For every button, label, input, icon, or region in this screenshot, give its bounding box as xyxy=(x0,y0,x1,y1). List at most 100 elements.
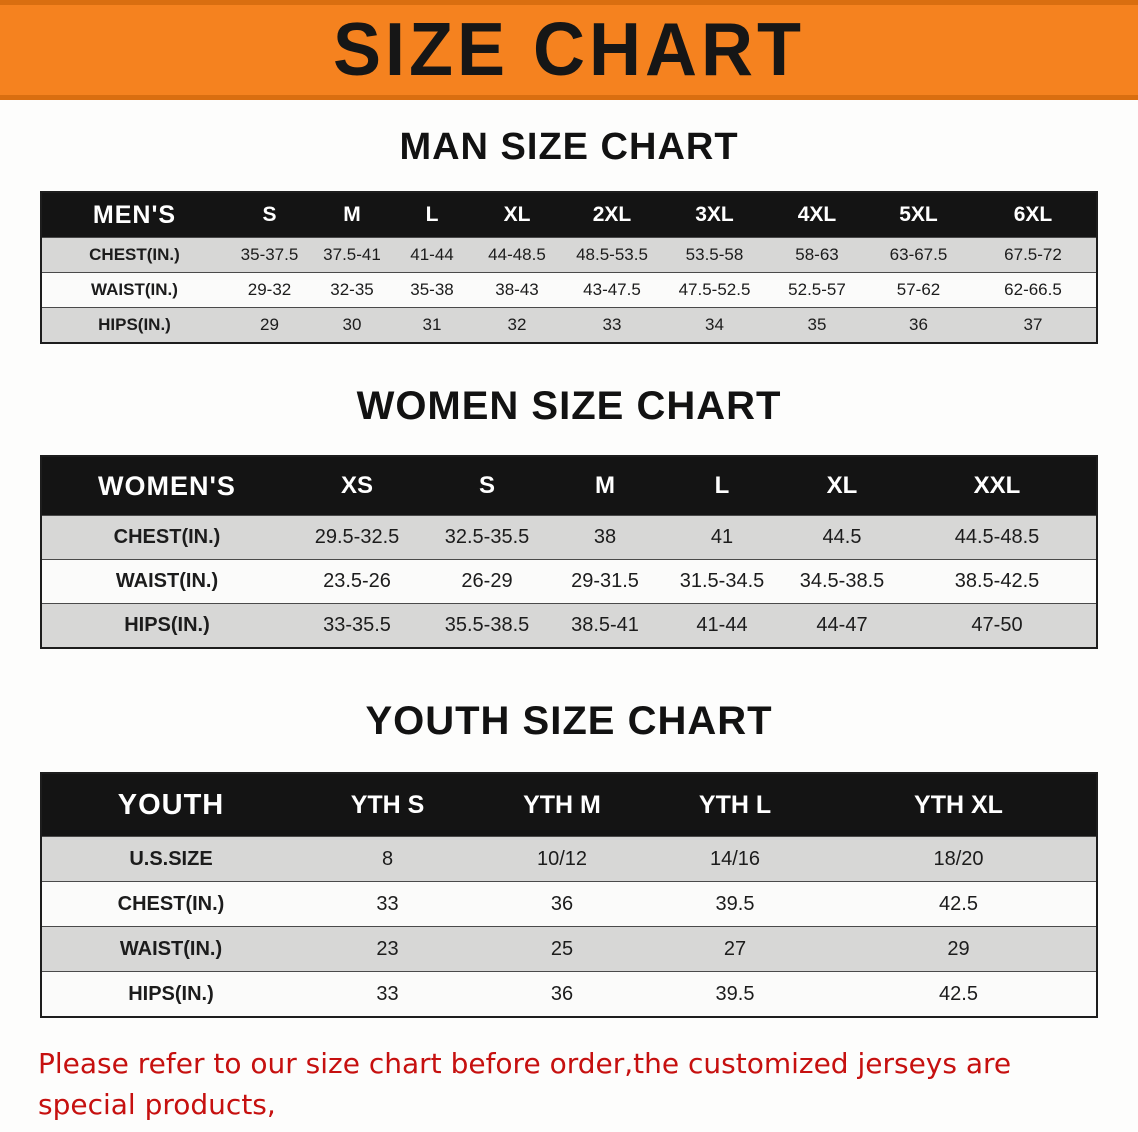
row-label: HIPS(IN.) xyxy=(124,614,210,636)
row-value: 38-43 xyxy=(495,280,539,299)
row-value: 34.5-38.5 xyxy=(799,570,885,592)
row-label: WAIST(IN.) xyxy=(115,570,219,592)
women-table-row: HIPS(IN.) 33-35.5 35.5-38.5 38.5-41 41-44 44-… xyxy=(42,603,1096,647)
row-value: 30 xyxy=(342,315,362,334)
row-value: 33 xyxy=(376,892,399,915)
row-value: 48.5-53.5 xyxy=(576,245,648,264)
row-value: 67.5-72 xyxy=(1004,245,1062,264)
row-value: 32.5-35.5 xyxy=(444,526,530,548)
row-value: 35-37.5 xyxy=(240,245,299,264)
row-value: 34 xyxy=(705,315,724,334)
row-value: 36 xyxy=(909,315,928,334)
men-size-header: M xyxy=(343,203,361,226)
row-value: 10/12 xyxy=(536,847,588,870)
row-value: 25 xyxy=(550,937,574,960)
women-size-table: WOMEN'S XS S M L XL XXL CHEST(IN.) 29.5-32.5 32.5… xyxy=(40,455,1098,649)
women-size-header: XXL xyxy=(973,472,1021,499)
row-value: 52.5-57 xyxy=(788,280,846,299)
men-size-header: XL xyxy=(503,203,531,226)
row-label: WAIST(IN.) xyxy=(119,937,223,960)
youth-table-row: CHEST(IN.) 33 36 39.5 42.5 xyxy=(42,881,1096,926)
row-value: 37 xyxy=(1023,315,1043,334)
row-value: 35-38 xyxy=(410,280,454,299)
youth-size-header: YTH XL xyxy=(914,790,1003,819)
row-value: 36 xyxy=(550,982,574,1005)
youth-section-heading: YOUTH SIZE CHART xyxy=(365,699,773,743)
row-value: 29 xyxy=(260,315,279,334)
men-category-header: MEN'S xyxy=(92,200,177,229)
men-size-header: L xyxy=(425,203,439,226)
row-value: 27 xyxy=(723,937,747,960)
row-value: 44.5-48.5 xyxy=(954,526,1040,548)
row-value: 36 xyxy=(550,892,574,915)
banner: SIZE CHART xyxy=(0,0,1138,100)
youth-size-header: YTH M xyxy=(523,790,601,819)
youth-table-header: YOUTH YTH S YTH M YTH L YTH XL xyxy=(42,774,1096,836)
row-value: 29.5-32.5 xyxy=(314,526,400,548)
banner-title: SIZE CHART xyxy=(333,8,805,93)
man-section-heading: MAN SIZE CHART xyxy=(399,126,739,168)
women-size-header: XS xyxy=(340,472,373,499)
men-size-header: S xyxy=(262,203,277,226)
women-section-heading: WOMEN SIZE CHART xyxy=(356,384,782,428)
row-value: 57-62 xyxy=(896,280,941,299)
women-category-header: WOMEN'S xyxy=(98,470,236,501)
row-value: 47-50 xyxy=(971,614,1023,636)
men-size-header: 2XL xyxy=(592,203,632,226)
row-value: 41 xyxy=(710,526,734,548)
women-size-header: XL xyxy=(826,472,858,499)
row-value: 18/20 xyxy=(933,847,984,870)
men-size-header: 4XL xyxy=(797,203,837,226)
women-table-row: WAIST(IN.) 23.5-26 26-29 29-31.5 31.5-34.5 34… xyxy=(42,559,1096,603)
row-value: 29 xyxy=(947,937,970,960)
row-value: 62-66.5 xyxy=(1004,280,1062,299)
footer-note: Please refer to our size chart before or… xyxy=(38,1044,1100,1132)
row-value: 32-35 xyxy=(330,280,374,299)
row-label: HIPS(IN.) xyxy=(98,315,171,334)
youth-table-row: HIPS(IN.) 33 36 39.5 42.5 xyxy=(42,971,1096,1016)
row-value: 39.5 xyxy=(715,892,755,915)
row-label: WAIST(IN.) xyxy=(91,280,178,299)
row-value: 14/16 xyxy=(709,847,761,870)
women-size-header: M xyxy=(595,472,615,499)
women-table-header: WOMEN'S XS S M L XL XXL xyxy=(42,457,1096,515)
row-value: 63-67.5 xyxy=(889,245,948,264)
row-label: CHEST(IN.) xyxy=(117,892,225,915)
youth-category-header: YOUTH xyxy=(117,788,225,821)
row-value: 42.5 xyxy=(939,982,978,1005)
row-value: 38.5-41 xyxy=(571,614,639,636)
women-size-header: L xyxy=(714,472,730,499)
row-value: 41-44 xyxy=(410,245,454,264)
men-table-row: CHEST(IN.) 35-37.5 37.5-41 41-44 44-48.5 48.5… xyxy=(42,237,1096,272)
row-value: 31 xyxy=(422,315,442,334)
footer-note-line2: we don't accept cancel, change, teturn o… xyxy=(38,1125,1100,1132)
row-label: CHEST(IN.) xyxy=(89,245,180,264)
row-value: 41-44 xyxy=(696,614,748,636)
row-value: 31.5-34.5 xyxy=(679,570,765,592)
women-table-row: CHEST(IN.) 29.5-32.5 32.5-35.5 38 41 44.5 44.5… xyxy=(42,515,1096,559)
row-value: 35 xyxy=(807,315,827,334)
row-value: 8 xyxy=(381,847,394,870)
row-label: U.S.SIZE xyxy=(129,847,213,870)
men-size-header: 5XL xyxy=(899,203,938,226)
row-value: 33-35.5 xyxy=(323,614,391,636)
men-table-row: WAIST(IN.) 29-32 32-35 35-38 38-43 43-47.5 47.… xyxy=(42,272,1096,307)
row-value: 23 xyxy=(376,937,399,960)
row-label: CHEST(IN.) xyxy=(113,526,221,548)
men-size-header: 3XL xyxy=(695,203,734,226)
row-value: 26-29 xyxy=(461,570,513,592)
row-label: HIPS(IN.) xyxy=(128,982,214,1005)
row-value: 53.5-58 xyxy=(685,245,744,264)
row-value: 44.5 xyxy=(822,526,862,548)
row-value: 47.5-52.5 xyxy=(678,280,751,299)
row-value: 42.5 xyxy=(939,892,978,915)
row-value: 38.5-42.5 xyxy=(954,570,1040,592)
men-table-header: MEN'S S M L XL 2XL 3XL 4XL 5XL 6XL xyxy=(42,193,1096,237)
row-value: 44-47 xyxy=(816,614,868,636)
row-value: 29-32 xyxy=(247,280,292,299)
men-size-header: 6XL xyxy=(1013,203,1053,226)
footer-note-line1: Please refer to our size chart before or… xyxy=(38,1047,1012,1121)
row-value: 43-47.5 xyxy=(583,280,641,299)
row-value: 33 xyxy=(602,315,622,334)
